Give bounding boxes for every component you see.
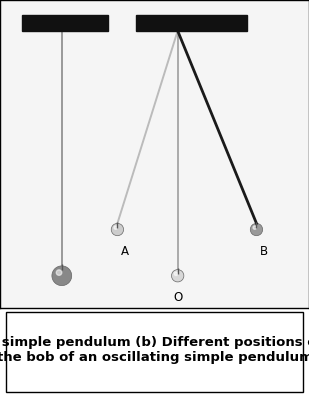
Circle shape <box>111 223 124 236</box>
Text: A simple pendulum (b) Different positions of
the bob of an oscillating simple pe: A simple pendulum (b) Different position… <box>0 336 309 364</box>
Circle shape <box>52 266 72 286</box>
Circle shape <box>171 269 184 282</box>
Circle shape <box>253 226 256 229</box>
Bar <box>22 15 108 31</box>
Text: A: A <box>121 245 129 258</box>
Circle shape <box>114 226 117 229</box>
Bar <box>136 15 247 31</box>
Circle shape <box>56 270 62 275</box>
Circle shape <box>174 272 178 275</box>
Text: O: O <box>173 291 182 304</box>
Text: B: B <box>260 245 268 258</box>
Circle shape <box>250 223 263 236</box>
